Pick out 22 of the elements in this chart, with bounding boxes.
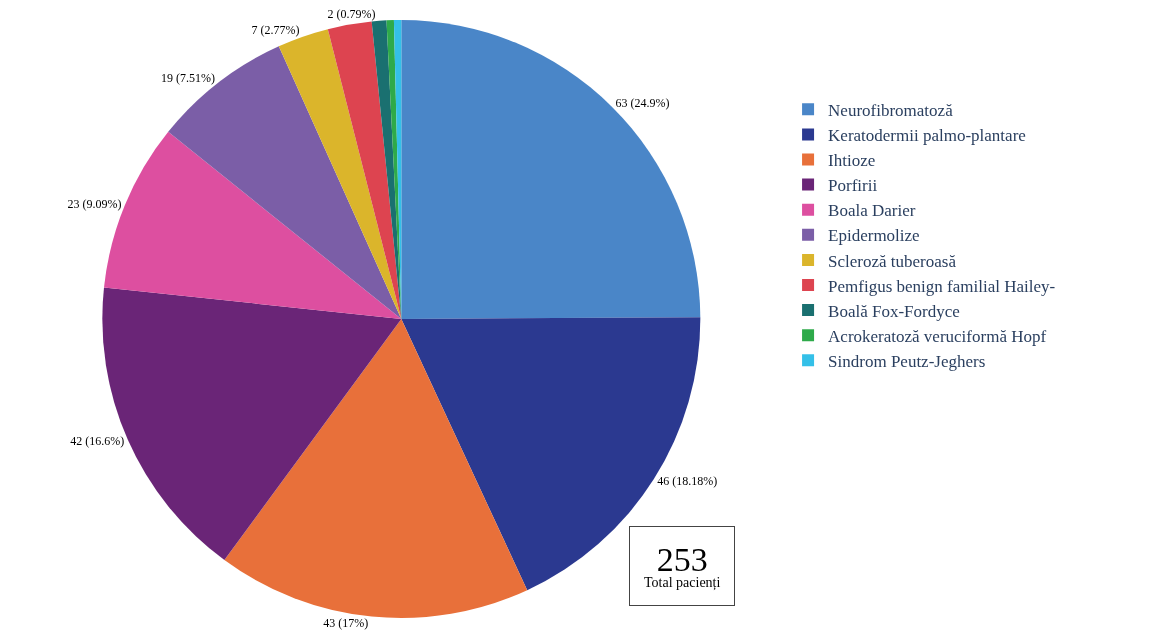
pie-slice	[224, 319, 528, 618]
legend-label: Boală Fox-Fordyce	[828, 301, 960, 321]
data-label: 42 (16.6%)	[70, 433, 125, 448]
legend-label: Neurofibromatoză	[828, 100, 954, 120]
data-label: 7 (2.77%)	[251, 23, 300, 38]
legend-label: Sindrom Peutz-Jeghers	[828, 351, 986, 371]
data-label: 19 (7.51%)	[160, 71, 215, 86]
legend-label: Epidermolize	[828, 226, 920, 246]
legend-label: Scleroză tuberoasă	[828, 251, 957, 271]
legend-label: Boala Darier	[828, 201, 916, 221]
legend-label: Porfirii	[828, 176, 878, 196]
pie-slice	[401, 20, 701, 319]
legend-label: Pemfigus benign familial Hailey-	[828, 276, 1056, 296]
pie-slice	[327, 21, 402, 319]
data-label: 46 (18.18%)	[657, 474, 718, 489]
data-label: 2 (0.79%)	[327, 6, 376, 21]
legend-label: Acrokeratoză veruciformă Hopf	[828, 326, 1047, 346]
data-label: 43 (17%)	[323, 616, 369, 631]
data-label: 63 (24.9%)	[615, 96, 670, 111]
legend-label: Ihtioze	[828, 151, 876, 171]
data-label: 23 (9.09%)	[67, 196, 122, 211]
legend-label: Keratodermii palmo-plantare	[828, 126, 1026, 146]
